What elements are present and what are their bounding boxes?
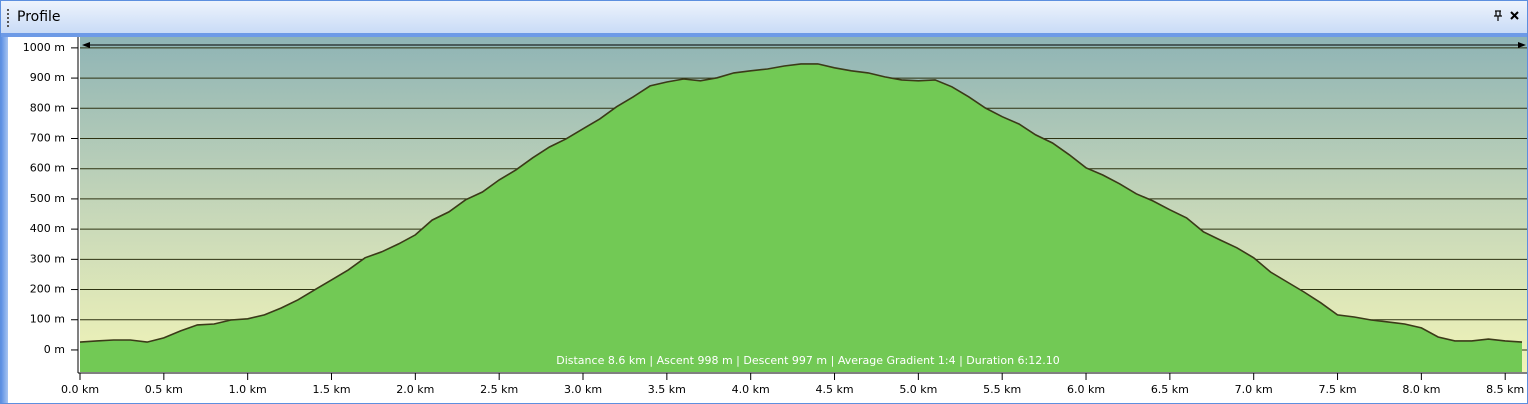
x-tick-label: 7.5 km xyxy=(1318,383,1356,396)
x-tick-label: 2.0 km xyxy=(396,383,434,396)
x-tick-label: 4.5 km xyxy=(815,383,853,396)
x-tick-label: 4.0 km xyxy=(732,383,770,396)
series xyxy=(79,63,1523,373)
y-tick-label: 300 m xyxy=(30,252,65,265)
x-tick-label: 7.0 km xyxy=(1235,383,1273,396)
x-tick-label: 3.0 km xyxy=(564,383,602,396)
x-tick-label: 6.0 km xyxy=(1067,383,1105,396)
pin-button[interactable] xyxy=(1494,10,1502,21)
y-tick-label: 700 m xyxy=(30,131,65,144)
title-bar xyxy=(0,0,1528,33)
close-button[interactable] xyxy=(1510,11,1519,20)
y-tick-label: 800 m xyxy=(30,101,65,114)
y-tick-label: 500 m xyxy=(30,192,65,205)
x-tick-label: 0.5 km xyxy=(145,383,183,396)
side-strip xyxy=(0,37,8,404)
y-tick-label: 900 m xyxy=(30,71,65,84)
y-tick-label: 200 m xyxy=(30,283,65,296)
y-tick-label: 0 m xyxy=(44,343,65,356)
y-tick-label: 100 m xyxy=(30,313,65,326)
x-tick-label: 5.0 km xyxy=(899,383,937,396)
stats-annotation: Distance 8.6 km | Ascent 998 m | Descent… xyxy=(556,354,1060,367)
panel-title: Profile xyxy=(17,9,61,25)
y-tick-label: 600 m xyxy=(30,162,65,175)
distance-arrow xyxy=(82,42,1526,48)
title-bar-edge xyxy=(0,33,1528,37)
y-tick-label: 400 m xyxy=(30,222,65,235)
elevation-line xyxy=(79,63,1523,343)
x-tick-label: 2.5 km xyxy=(480,383,518,396)
x-tick-label: 6.5 km xyxy=(1151,383,1189,396)
x-tick-label: 8.0 km xyxy=(1402,383,1440,396)
y-tick-label: 1000 m xyxy=(23,41,65,54)
x-tick-label: 3.5 km xyxy=(648,383,686,396)
x-tick-label: 8.5 km xyxy=(1486,383,1524,396)
elevation-area xyxy=(80,63,1522,373)
x-tick-label: 1.5 km xyxy=(312,383,350,396)
x-tick-label: 1.0 km xyxy=(229,383,267,396)
grip xyxy=(7,9,9,27)
x-tick-label: 5.5 km xyxy=(983,383,1021,396)
x-tick-label: 0.0 km xyxy=(61,383,99,396)
